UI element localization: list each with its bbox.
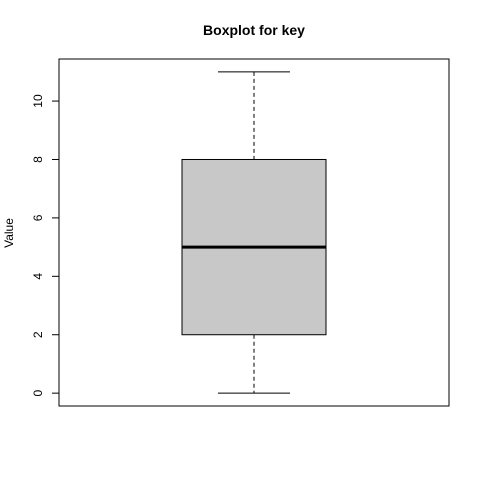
y-tick-label: 2 (31, 331, 45, 338)
y-axis: 0 2 4 6 8 10 (31, 94, 59, 396)
y-tick-label: 8 (31, 156, 45, 163)
y-tick-label: 0 (31, 389, 45, 396)
y-tick-label: 10 (31, 94, 45, 108)
boxes (182, 72, 326, 393)
y-tick-label: 6 (31, 214, 45, 221)
chart-title: Boxplot for key (203, 22, 305, 38)
y-axis-label: Value (2, 218, 16, 248)
y-tick-label: 4 (31, 273, 45, 280)
